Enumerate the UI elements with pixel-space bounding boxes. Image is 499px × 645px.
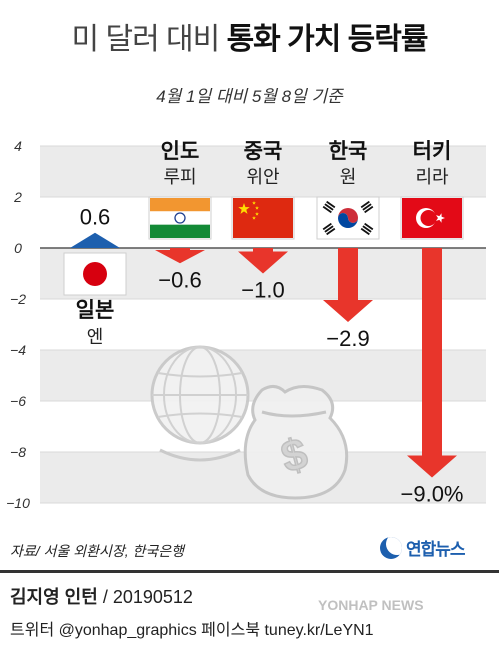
credit-line: 김지영 인턴 / 20190512: [10, 583, 193, 609]
china-flag-icon: [231, 196, 295, 240]
trigram-bar: [362, 225, 372, 233]
flag-star: [436, 213, 445, 223]
country-name: 인도: [161, 140, 200, 163]
bar-chart: 4 2 0 −2 −4 −6 −8 −10 $ 0.6 −0.6 −1.0 −2.9 −9.0% 일본엔…: [6, 138, 486, 511]
currency-name: 원: [340, 167, 357, 187]
data-label: −1.0: [241, 278, 284, 303]
trigram-bar: [364, 205, 374, 214]
currency-name: 엔: [87, 327, 104, 347]
source-note: 자료/ 서울 외환시장, 한국은행: [10, 543, 185, 559]
social-links: 트위터 @yonhap_graphics 페이스북 tuney.kr/LeYN1: [10, 622, 374, 639]
data-label: −2.9: [326, 326, 369, 351]
flag-trigram: [360, 222, 374, 236]
yonhap-logo-text: 연합뉴스: [406, 540, 466, 559]
grid-band: [40, 146, 486, 197]
flag-trigram: [322, 222, 336, 236]
trigram-bar: [324, 203, 334, 211]
y-tick-label: −6: [10, 393, 26, 409]
data-label: −9.0%: [401, 482, 464, 507]
y-tick-label: 2: [13, 189, 22, 205]
yonhap-logo-icon: [380, 536, 402, 559]
bar-arrow-up: [70, 232, 120, 248]
trigram-bar: [360, 200, 370, 209]
turkey-flag-icon: [400, 196, 464, 240]
flag-trigram: [322, 200, 336, 214]
korea-flag-icon: [316, 196, 380, 240]
trigram-bar: [360, 227, 370, 236]
trigram-bar: [324, 225, 334, 233]
publish-date: / 20190512: [102, 587, 193, 607]
trigram-bar: [322, 205, 332, 214]
y-tick-label: −4: [10, 342, 26, 358]
currency-name: 루피: [163, 167, 196, 187]
india-flag-icon: [148, 196, 212, 240]
globe-money-bag-illustration: $: [150, 345, 349, 500]
flag-star-small: [252, 216, 256, 220]
trigram-bar: [364, 222, 374, 231]
flag-crescent-inner: [420, 210, 437, 226]
currency-name: 리라: [415, 167, 449, 187]
flag-star-small: [252, 201, 256, 205]
title-bold: 통화 가치 등락률: [226, 23, 429, 56]
japan-flag-icon: [63, 252, 127, 296]
flag-sun: [83, 262, 107, 286]
bar-arrow-down: [238, 248, 288, 274]
yonhap-logo: 연합뉴스: [380, 535, 466, 560]
y-tick-label: 0: [14, 240, 22, 256]
trigram-bar: [362, 203, 372, 211]
flag-field: [233, 198, 293, 238]
y-tick-label: 4: [14, 138, 22, 154]
bar-arrow-down: [407, 248, 457, 478]
author-name: 김지영 인턴: [10, 587, 98, 607]
country-name: 일본: [76, 299, 115, 322]
country-name: 한국: [329, 140, 368, 163]
country-name: 터키: [413, 140, 452, 163]
flag-star-small: [255, 206, 259, 210]
flag-stripe-white: [150, 211, 210, 225]
flag-taegeuk-blue: [338, 213, 358, 228]
chart-subtitle: 4월 1일 대비 5월 8일 기준: [156, 87, 343, 106]
y-tick-label: −10: [6, 495, 30, 511]
flag-stripe-saffron: [150, 198, 210, 212]
flag-star-large: [238, 203, 250, 214]
flag-taegeuk-red: [338, 208, 358, 223]
data-label: −0.6: [158, 267, 201, 292]
footer: 김지영 인턴 / 20190512 YONHAP NEWS 트위터 @yonha…: [0, 570, 499, 645]
yonhap-news-watermark: YONHAP NEWS: [318, 597, 424, 613]
trigram-bar: [326, 227, 336, 236]
y-tick-label: −8: [10, 444, 26, 460]
currency-name: 위안: [246, 167, 279, 187]
flag-trigram: [360, 200, 374, 214]
title-light: 미 달러 대비: [71, 23, 221, 56]
flag-stripe-green: [150, 224, 210, 238]
country-name: 중국: [244, 140, 283, 163]
flag-chakra: [174, 212, 186, 224]
bar-arrow-down: [155, 248, 205, 264]
flag-star-small: [255, 212, 259, 216]
trigram-bar: [322, 222, 332, 231]
y-tick-label: −2: [10, 291, 26, 307]
trigram-bar: [326, 200, 336, 209]
bar-arrow-down: [323, 248, 373, 322]
data-label: 0.6: [80, 205, 111, 230]
chart-title: 미 달러 대비 통화 가치 등락률: [0, 14, 499, 58]
